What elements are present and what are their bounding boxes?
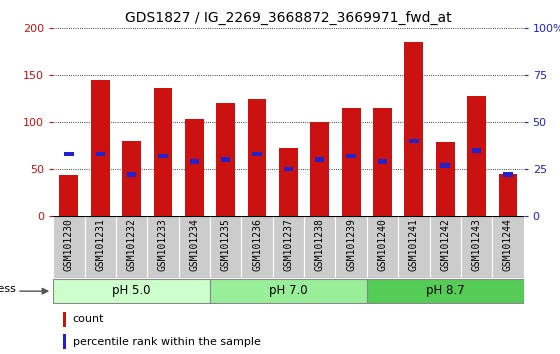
Bar	[190, 159, 199, 164]
Bar	[409, 138, 418, 143]
Bar	[304, 216, 335, 278]
Bar	[342, 108, 361, 216]
Text: pH 8.7: pH 8.7	[426, 284, 464, 297]
Bar	[404, 42, 423, 216]
Bar	[310, 122, 329, 216]
Text: pH 7.0: pH 7.0	[269, 284, 307, 297]
Bar	[253, 152, 262, 156]
Bar	[210, 279, 367, 303]
Text: GSM101236: GSM101236	[252, 218, 262, 271]
Text: GSM101244: GSM101244	[503, 218, 513, 271]
Text: GSM101235: GSM101235	[221, 218, 231, 271]
Text: GSM101240: GSM101240	[377, 218, 388, 271]
Bar	[185, 119, 204, 216]
Bar	[430, 216, 461, 278]
Bar	[503, 172, 512, 177]
Bar	[241, 216, 273, 278]
Bar	[153, 88, 172, 216]
Bar	[64, 152, 73, 156]
Bar	[315, 157, 324, 162]
Bar	[147, 216, 179, 278]
Text: GSM101232: GSM101232	[127, 218, 137, 271]
Bar	[441, 163, 450, 168]
Bar	[378, 159, 387, 164]
Bar	[96, 152, 105, 156]
Bar	[436, 142, 455, 216]
Bar	[279, 148, 298, 216]
Text: GSM101239: GSM101239	[346, 218, 356, 271]
Bar	[210, 216, 241, 278]
Text: GSM101242: GSM101242	[440, 218, 450, 271]
Bar	[347, 154, 356, 158]
Text: GSM101241: GSM101241	[409, 218, 419, 271]
Text: GSM101230: GSM101230	[64, 218, 74, 271]
Text: pH 5.0: pH 5.0	[113, 284, 151, 297]
Bar	[63, 334, 66, 349]
Bar	[91, 80, 110, 216]
Bar	[492, 216, 524, 278]
Text: GSM101231: GSM101231	[95, 218, 105, 271]
Bar	[116, 216, 147, 278]
Bar	[53, 216, 85, 278]
Bar	[273, 216, 304, 278]
Bar	[127, 172, 136, 177]
Text: percentile rank within the sample: percentile rank within the sample	[73, 337, 260, 347]
Bar	[122, 141, 141, 216]
Bar	[179, 216, 210, 278]
Text: GSM101238: GSM101238	[315, 218, 325, 271]
Bar	[63, 312, 66, 327]
Text: stress: stress	[0, 284, 16, 293]
Text: GSM101243: GSM101243	[472, 218, 482, 271]
Bar	[398, 216, 430, 278]
Text: count: count	[73, 314, 104, 324]
Bar	[461, 216, 492, 278]
Bar	[367, 216, 398, 278]
Bar	[467, 96, 486, 216]
Bar	[335, 216, 367, 278]
Text: GSM101237: GSM101237	[283, 218, 293, 271]
Bar	[284, 167, 293, 171]
Text: GSM101233: GSM101233	[158, 218, 168, 271]
Bar	[158, 154, 167, 158]
Title: GDS1827 / IG_2269_3668872_3669971_fwd_at: GDS1827 / IG_2269_3668872_3669971_fwd_at	[125, 10, 452, 24]
Text: GSM101234: GSM101234	[189, 218, 199, 271]
Bar	[216, 103, 235, 216]
Bar	[59, 175, 78, 216]
Bar	[373, 108, 392, 216]
Bar	[248, 99, 267, 216]
Bar	[221, 157, 230, 162]
Bar	[367, 279, 524, 303]
Bar	[472, 148, 481, 153]
Bar	[498, 174, 517, 216]
Bar	[53, 279, 210, 303]
Bar	[85, 216, 116, 278]
